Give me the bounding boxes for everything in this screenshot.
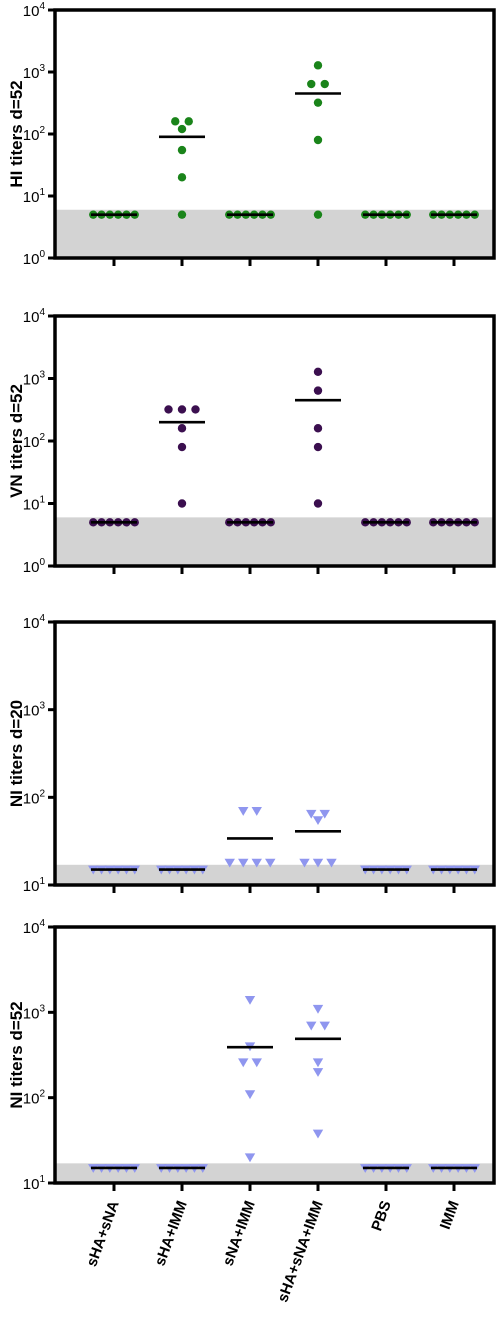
data-point — [177, 210, 187, 219]
data-point — [224, 858, 235, 868]
data-point — [312, 1058, 324, 1068]
x-category-label: sHA+sNA — [83, 1198, 123, 1269]
data-point — [251, 858, 262, 868]
x-category-label: sHA+sNA+IMM — [274, 1199, 326, 1305]
data-point — [313, 499, 323, 508]
y-tick-label: 104 — [23, 918, 46, 937]
data-point — [299, 858, 310, 868]
x-category-label: PBS — [368, 1199, 395, 1234]
data-point — [265, 858, 276, 868]
data-point — [251, 1058, 262, 1068]
data-point — [171, 117, 180, 126]
data-point — [313, 98, 323, 107]
data-point — [238, 858, 249, 868]
data-point — [312, 1004, 324, 1014]
data-point — [244, 1090, 256, 1100]
y-tick-label: 101 — [23, 876, 46, 895]
y-tick-label: 102 — [23, 788, 46, 807]
data-point — [177, 145, 187, 155]
data-point — [313, 135, 323, 145]
data-point — [320, 79, 329, 89]
data-point — [238, 807, 249, 816]
data-point — [184, 117, 193, 126]
data-point — [312, 1068, 324, 1077]
data-point — [313, 424, 323, 433]
y-tick-label: 104 — [23, 613, 46, 632]
y-tick-label: 102 — [23, 125, 46, 144]
panel-2: 100 101 102 103 104 VN titers d=52 — [7, 307, 496, 576]
y-tick-label: 103 — [23, 701, 46, 720]
data-point — [313, 442, 323, 452]
y-tick-label: 102 — [23, 1089, 46, 1108]
y-tick-label: 101 — [23, 187, 46, 206]
y-tick-label: 101 — [23, 495, 46, 514]
data-point — [313, 210, 323, 219]
x-category-label: IMM — [437, 1199, 463, 1232]
y-tick-label: 103 — [23, 1003, 46, 1022]
data-point — [313, 386, 323, 395]
data-point — [319, 809, 330, 819]
plot-frame — [53, 620, 496, 887]
data-point — [177, 405, 187, 414]
y-tick-label: 100 — [23, 557, 46, 576]
panel-1: 100 101 102 103 104 HI titers d=52 — [7, 1, 496, 268]
data-point — [306, 809, 317, 819]
data-point — [251, 807, 262, 816]
data-point — [326, 858, 337, 868]
data-point — [312, 1129, 324, 1139]
y-tick-label: 103 — [23, 63, 46, 82]
data-point — [244, 995, 256, 1005]
data-point — [164, 405, 173, 414]
data-point — [191, 405, 200, 414]
y-tick-label: 104 — [23, 307, 46, 326]
x-category-label: sNA+IMM — [220, 1199, 259, 1269]
data-point — [177, 173, 187, 182]
y-tick-label: 102 — [23, 432, 46, 451]
y-tick-label: 101 — [23, 1174, 46, 1193]
y-tick-label: 103 — [23, 370, 46, 389]
plot-frame — [53, 925, 496, 1185]
data-point — [312, 858, 324, 868]
panel-4: 101 102 103 104 NI titers d=52 — [7, 918, 496, 1193]
data-point — [319, 1021, 330, 1031]
data-point — [238, 1058, 249, 1068]
panel-3: 101 102 103 104 NI titers d=20 — [7, 613, 496, 895]
y-tick-label: 104 — [23, 1, 46, 20]
x-category-label: sHA+IMM — [152, 1199, 191, 1269]
y-axis-title: NI titers d=20 — [7, 700, 26, 807]
data-point — [177, 124, 187, 134]
data-point — [313, 367, 323, 376]
data-point — [177, 499, 187, 508]
y-axis-title: HI titers d=52 — [7, 80, 26, 187]
data-point — [177, 424, 187, 433]
y-axis-title: VN titers d=52 — [7, 384, 26, 498]
data-point — [177, 442, 187, 452]
data-point — [313, 61, 323, 70]
data-point — [307, 79, 316, 89]
data-point — [312, 816, 324, 826]
data-point — [244, 1153, 256, 1163]
data-point — [306, 1021, 317, 1031]
y-tick-label: 100 — [23, 249, 46, 268]
y-axis-title: NI titers d=52 — [7, 1001, 26, 1108]
